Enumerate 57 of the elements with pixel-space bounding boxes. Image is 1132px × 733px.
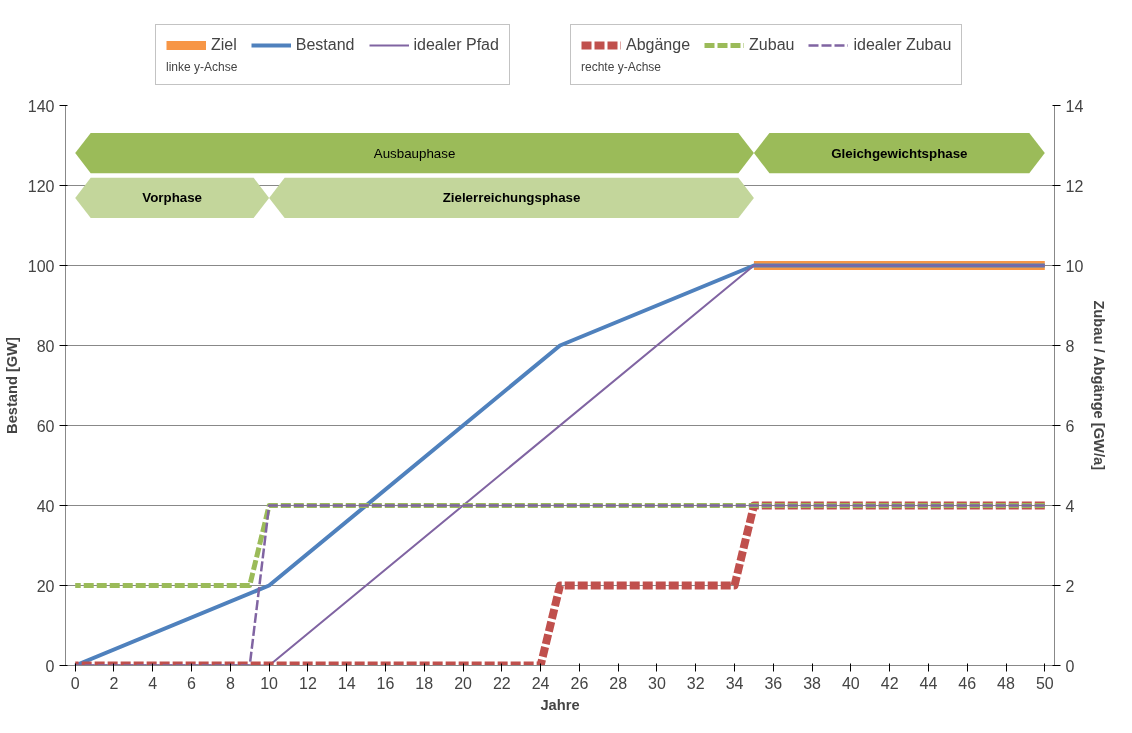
y-tick-label: 120 bbox=[27, 177, 55, 195]
text: linke y-Achse bbox=[166, 60, 239, 74]
y-tick-label: 20 bbox=[36, 577, 55, 595]
x-tick-label: 18 bbox=[415, 674, 434, 692]
x-tick-label: 32 bbox=[686, 674, 705, 692]
legend-label: Abgänge bbox=[626, 36, 691, 54]
x-tick-label: 6 bbox=[187, 674, 197, 692]
legend-label: Zubau bbox=[749, 36, 795, 54]
y-tick-label: 40 bbox=[36, 497, 55, 515]
y-tick-label: 80 bbox=[36, 337, 55, 355]
x-tick-label: 20 bbox=[454, 674, 473, 692]
legend-label: idealer Pfad bbox=[413, 36, 499, 54]
y2-tick-label: 12 bbox=[1065, 177, 1084, 195]
y2-tick-label: 0 bbox=[1065, 657, 1075, 675]
x-tick-label: 48 bbox=[997, 674, 1016, 692]
y-axis-title: Bestand [GW] bbox=[3, 336, 20, 434]
text: rechte y-Achse bbox=[581, 60, 663, 74]
y2-tick-label: 14 bbox=[1065, 97, 1084, 115]
x-tick-label: 2 bbox=[109, 674, 119, 692]
x-tick-label: 22 bbox=[492, 674, 511, 692]
x-tick-label: 40 bbox=[841, 674, 860, 692]
band-label: Zielerreichungsphase bbox=[442, 190, 581, 206]
y2-axis-title: Zubau / Abgänge [GW/a] bbox=[1091, 300, 1108, 471]
x-tick-label: 46 bbox=[958, 674, 977, 692]
y-tick-label: 60 bbox=[36, 417, 55, 435]
x-tick-label: 36 bbox=[764, 674, 783, 692]
y2-tick-label: 6 bbox=[1065, 417, 1075, 435]
y2-tick-label: 8 bbox=[1065, 337, 1075, 355]
legend-label: idealer Zubau bbox=[853, 36, 952, 54]
x-tick-label: 4 bbox=[148, 674, 158, 692]
x-tick-label: 38 bbox=[803, 674, 822, 692]
y-tick-label: 0 bbox=[45, 657, 55, 675]
x-tick-label: 34 bbox=[725, 674, 744, 692]
band-label: Vorphase bbox=[142, 190, 203, 206]
y2-tick-label: 4 bbox=[1065, 497, 1075, 515]
x-tick-label: 28 bbox=[609, 674, 628, 692]
y2-tick-label: 10 bbox=[1065, 257, 1084, 275]
legend-label: Ziel bbox=[211, 36, 237, 54]
x-tick-label: 8 bbox=[225, 674, 235, 692]
x-tick-label: 42 bbox=[880, 674, 899, 692]
x-tick-label: 14 bbox=[337, 674, 356, 692]
band-label: Ausbauphase bbox=[373, 145, 456, 161]
x-tick-label: 50 bbox=[1035, 674, 1054, 692]
x-tick-label: 16 bbox=[376, 674, 395, 692]
x-tick-label: 44 bbox=[919, 674, 938, 692]
y-tick-label: 100 bbox=[27, 257, 55, 275]
x-tick-label: 24 bbox=[531, 674, 550, 692]
x-tick-label: 30 bbox=[648, 674, 666, 692]
y2-tick-label: 2 bbox=[1065, 577, 1075, 595]
band-label: Gleichgewichtsphase bbox=[831, 145, 968, 161]
legend-label: Bestand bbox=[295, 36, 355, 54]
x-tick-label: 10 bbox=[260, 674, 279, 692]
x-axis-title: Jahre bbox=[540, 696, 580, 713]
y-tick-label: 140 bbox=[27, 97, 55, 115]
x-tick-label: 0 bbox=[70, 674, 80, 692]
x-tick-label: 12 bbox=[299, 674, 317, 692]
x-tick-label: 26 bbox=[570, 674, 589, 692]
